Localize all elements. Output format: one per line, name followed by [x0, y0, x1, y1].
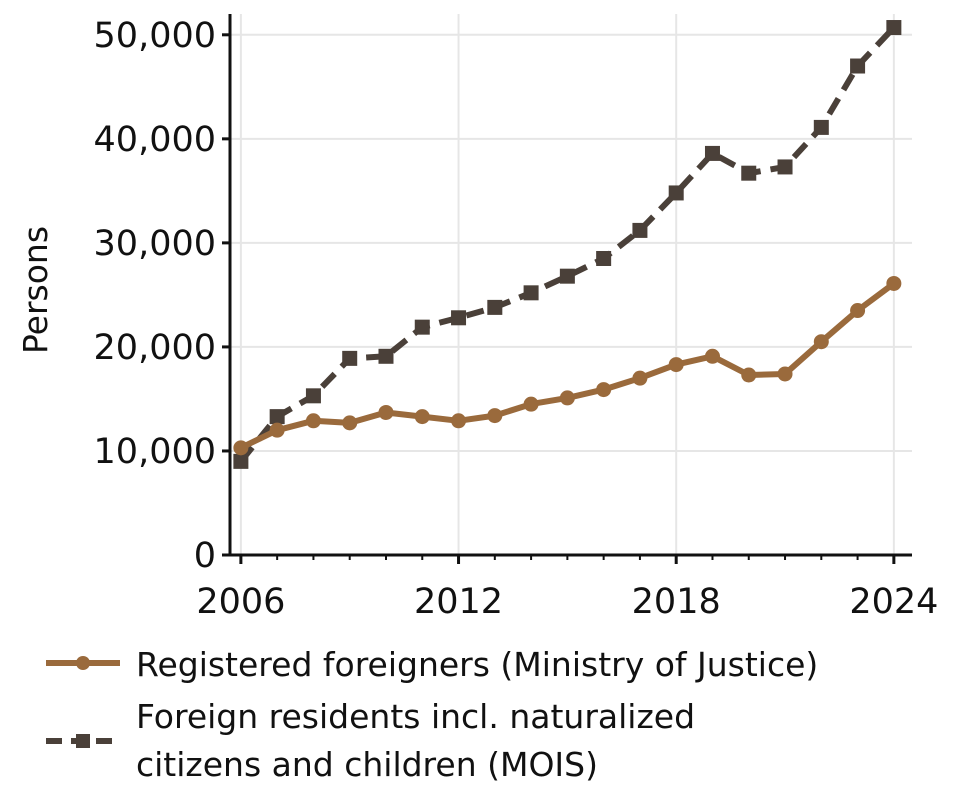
- data-point: [850, 303, 866, 319]
- legend-label: citizens and children (MOIS): [136, 745, 598, 784]
- data-point: [414, 319, 430, 335]
- data-point: [305, 388, 321, 404]
- y-tick-label: 10,000: [94, 432, 216, 472]
- legend-label-line-2: citizens and children (MOIS): [136, 745, 598, 784]
- data-point: [523, 285, 539, 301]
- data-point: [813, 119, 829, 135]
- data-point: [596, 250, 612, 266]
- data-point: [451, 310, 467, 326]
- data-point: [233, 453, 249, 469]
- x-tick-label: 2024: [849, 582, 938, 622]
- data-point: [850, 58, 866, 74]
- data-point: [668, 357, 684, 373]
- legend-label-line-1: Foreign residents incl. naturalized: [136, 697, 695, 736]
- x-tick-label: 2012: [414, 582, 503, 622]
- data-point: [451, 413, 467, 429]
- data-point: [342, 350, 358, 366]
- data-point: [596, 382, 612, 398]
- x-tick-label: 2006: [196, 582, 285, 622]
- legend-swatch-marker: [76, 734, 90, 748]
- data-point: [886, 275, 902, 291]
- data-point: [668, 185, 684, 201]
- y-tick-label: 30,000: [94, 224, 216, 264]
- data-point: [632, 370, 648, 386]
- y-tick-label: 50,000: [94, 16, 216, 56]
- data-point: [704, 145, 720, 161]
- data-point: [704, 348, 720, 364]
- legend-label: Registered foreigners (Ministry of Justi…: [136, 645, 818, 684]
- data-point: [233, 440, 249, 456]
- data-point: [487, 299, 503, 315]
- data-point: [777, 159, 793, 175]
- legend-label: Foreign residents incl. naturalized: [136, 697, 695, 736]
- data-point: [378, 348, 394, 364]
- legend-item-registered-foreigners: Registered foreigners (Ministry of Justi…: [46, 645, 818, 684]
- data-point: [378, 404, 394, 420]
- data-point: [269, 422, 285, 438]
- series-line: [239, 281, 896, 451]
- legend-item-foreign-residents: Foreign residents incl. naturalized citi…: [46, 697, 695, 784]
- data-point: [813, 334, 829, 350]
- x-axis-ticks: 2006 2012 2018 2024: [196, 555, 938, 622]
- legend: Registered foreigners (Ministry of Justi…: [46, 645, 818, 784]
- data-point: [523, 396, 539, 412]
- y-axis-ticks: 0 10,000 20,000 30,000 40,000 50,000: [94, 16, 230, 576]
- data-point: [559, 268, 575, 284]
- data-point: [886, 20, 902, 36]
- data-point: [777, 366, 793, 382]
- y-tick-label: 20,000: [94, 328, 216, 368]
- data-point: [741, 367, 757, 383]
- series-layer: [233, 20, 902, 469]
- data-point: [269, 409, 285, 425]
- series-foreign-residents: [233, 20, 902, 469]
- data-point: [305, 413, 321, 429]
- gridlines: [230, 14, 912, 555]
- series-registered-foreigners: [233, 275, 902, 456]
- data-point: [741, 165, 757, 181]
- x-tick-label: 2018: [632, 582, 721, 622]
- y-tick-label: 40,000: [94, 120, 216, 160]
- data-point: [487, 408, 503, 424]
- data-point: [632, 222, 648, 238]
- data-point: [342, 415, 358, 431]
- y-tick-label: 0: [194, 536, 216, 576]
- data-point: [559, 390, 575, 406]
- y-axis-label: Persons: [16, 226, 55, 354]
- data-point: [414, 409, 430, 425]
- legend-swatch-marker: [76, 656, 90, 670]
